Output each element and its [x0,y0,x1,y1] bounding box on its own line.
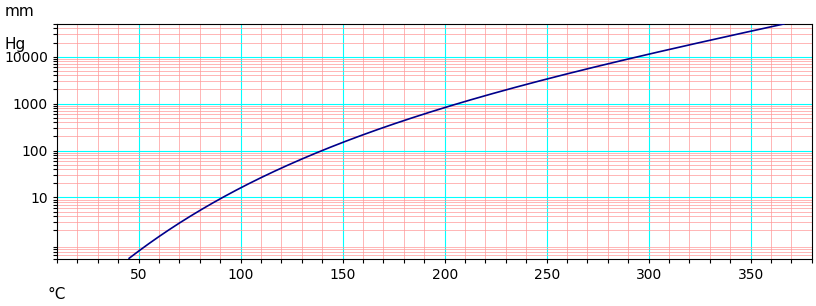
Text: Hg: Hg [4,37,25,52]
Text: mm: mm [4,4,34,19]
X-axis label: °C: °C [48,287,66,302]
